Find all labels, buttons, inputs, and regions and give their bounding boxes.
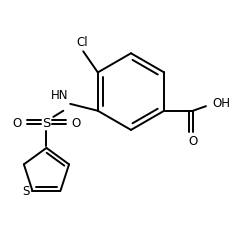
Text: S: S: [42, 117, 51, 130]
Text: OH: OH: [213, 97, 231, 110]
Text: O: O: [12, 117, 21, 130]
Text: S: S: [22, 185, 29, 198]
Text: Cl: Cl: [76, 36, 87, 49]
Text: HN: HN: [51, 89, 68, 102]
Text: O: O: [72, 117, 81, 130]
Text: O: O: [188, 135, 198, 148]
